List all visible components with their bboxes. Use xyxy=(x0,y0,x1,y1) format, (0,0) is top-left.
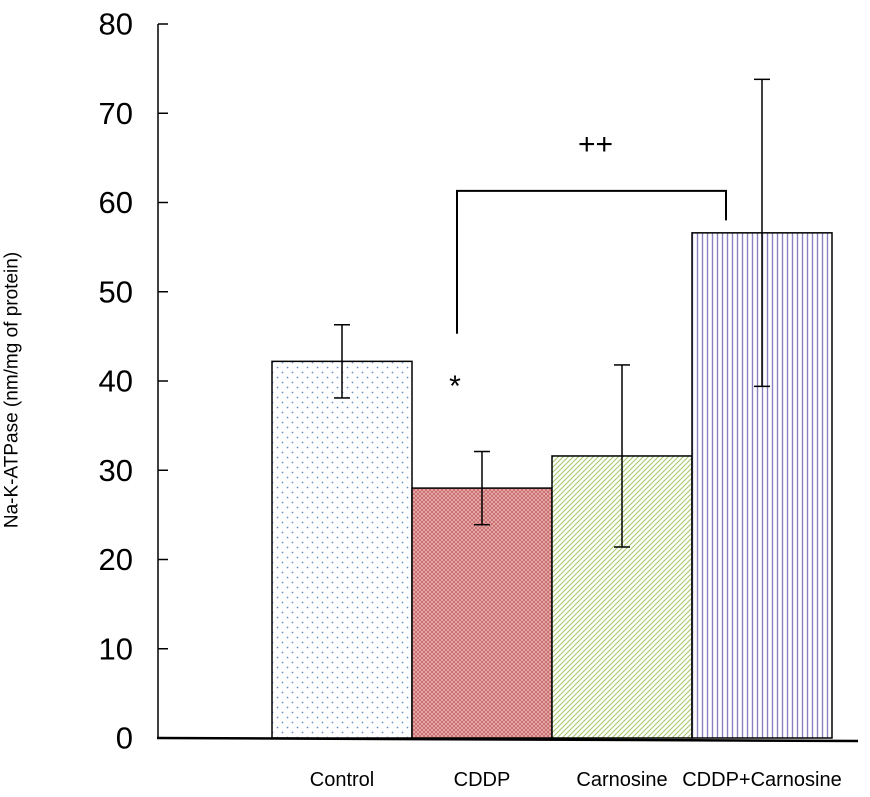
y-tick-label-20: 20 xyxy=(99,542,133,577)
axes xyxy=(156,24,859,743)
error-bar-cddp-carnosine xyxy=(754,78,770,388)
annotation-double-plus: ++ xyxy=(578,128,613,161)
x-label-cddp-carnosine: CDDP+Carnosine xyxy=(682,769,842,791)
annotations: * ++ xyxy=(449,128,727,403)
y-tick-label-60: 60 xyxy=(99,185,133,220)
y-axis-label: Na-K-ATPase (nm/mg of protein) xyxy=(2,252,23,528)
significance-bracket xyxy=(456,189,727,334)
y-tick-label-80: 80 xyxy=(99,7,133,42)
error-bars xyxy=(334,78,770,548)
bar-cddp xyxy=(411,487,553,739)
bars xyxy=(271,232,833,739)
error-bar-control xyxy=(334,324,350,399)
y-axis-ticks: 0 10 20 30 40 50 60 70 80 xyxy=(99,7,168,756)
x-axis-labels: Control CDDP Carnosine CDDP+Carnosine xyxy=(310,769,842,791)
x-label-carnosine: Carnosine xyxy=(576,769,667,791)
x-label-cddp: CDDP xyxy=(454,769,511,791)
error-bar-cddp xyxy=(474,450,490,526)
bar-carnosine xyxy=(551,455,693,739)
y-tick-label-40: 40 xyxy=(99,364,133,399)
y-tick-label-0: 0 xyxy=(116,721,133,756)
x-label-control: Control xyxy=(310,769,374,791)
bar-control xyxy=(271,360,413,739)
y-tick-label-10: 10 xyxy=(99,631,133,666)
y-tick-label-50: 50 xyxy=(99,274,133,309)
error-bar-carnosine xyxy=(614,364,630,548)
y-tick-label-70: 70 xyxy=(99,96,133,131)
annotation-asterisk: * xyxy=(449,370,461,403)
y-tick-label-30: 30 xyxy=(99,453,133,488)
x-axis-line xyxy=(156,736,859,743)
